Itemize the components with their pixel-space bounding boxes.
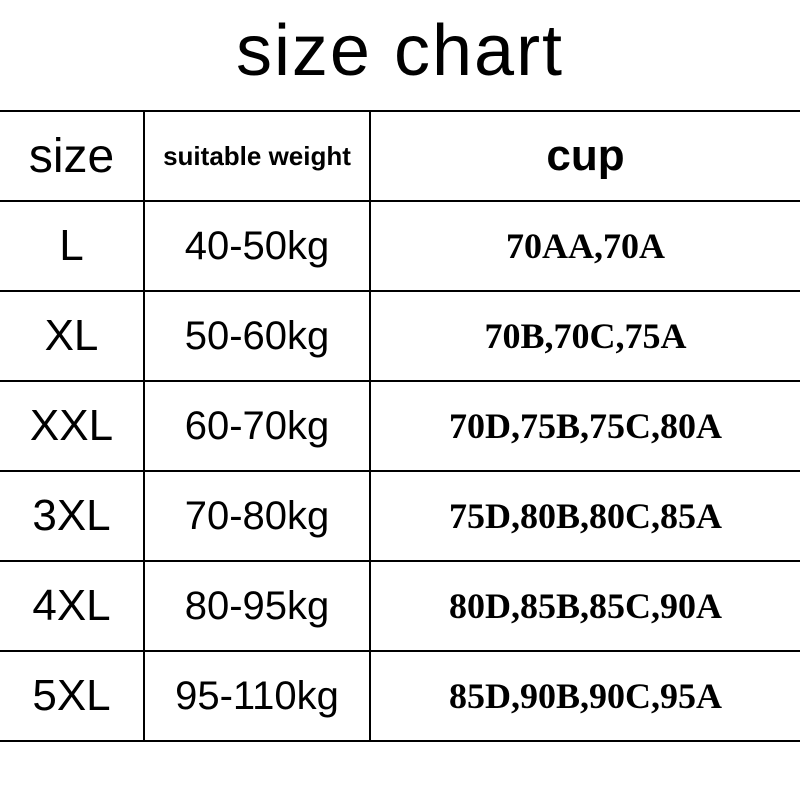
table-row: XXL 60-70kg 70D,75B,75C,80A xyxy=(0,381,800,471)
col-header-cup: cup xyxy=(370,111,800,201)
cell-size: L xyxy=(0,201,144,291)
col-header-size: size xyxy=(0,111,144,201)
cell-cup: 70AA,70A xyxy=(370,201,800,291)
chart-title: size chart xyxy=(0,0,800,110)
cell-cup: 70D,75B,75C,80A xyxy=(370,381,800,471)
cell-cup: 75D,80B,80C,85A xyxy=(370,471,800,561)
cell-cup: 85D,90B,90C,95A xyxy=(370,651,800,741)
cell-weight: 40-50kg xyxy=(144,201,370,291)
table-row: 4XL 80-95kg 80D,85B,85C,90A xyxy=(0,561,800,651)
cell-size: 5XL xyxy=(0,651,144,741)
cell-size: 3XL xyxy=(0,471,144,561)
cell-weight: 95-110kg xyxy=(144,651,370,741)
cell-weight: 60-70kg xyxy=(144,381,370,471)
size-chart-table: size suitable weight cup L 40-50kg 70AA,… xyxy=(0,110,800,742)
cell-size: XXL xyxy=(0,381,144,471)
table-row: 5XL 95-110kg 85D,90B,90C,95A xyxy=(0,651,800,741)
table-row: L 40-50kg 70AA,70A xyxy=(0,201,800,291)
cell-weight: 80-95kg xyxy=(144,561,370,651)
table-header-row: size suitable weight cup xyxy=(0,111,800,201)
col-header-weight: suitable weight xyxy=(144,111,370,201)
cell-weight: 70-80kg xyxy=(144,471,370,561)
cell-size: 4XL xyxy=(0,561,144,651)
table-row: 3XL 70-80kg 75D,80B,80C,85A xyxy=(0,471,800,561)
table-row: XL 50-60kg 70B,70C,75A xyxy=(0,291,800,381)
cell-cup: 70B,70C,75A xyxy=(370,291,800,381)
cell-cup: 80D,85B,85C,90A xyxy=(370,561,800,651)
cell-size: XL xyxy=(0,291,144,381)
cell-weight: 50-60kg xyxy=(144,291,370,381)
